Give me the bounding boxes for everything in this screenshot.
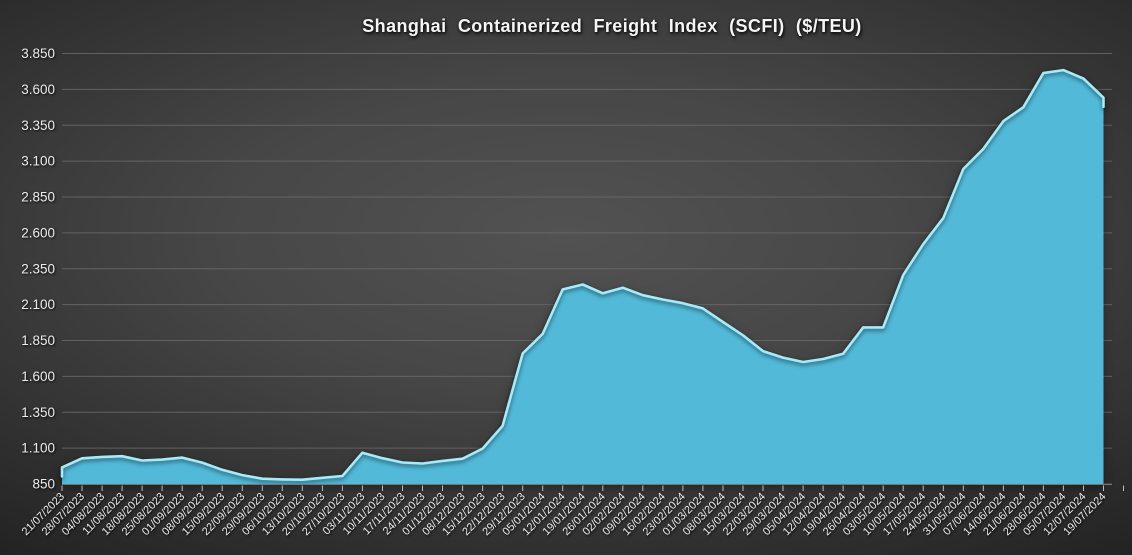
y-axis-label: 1.350 bbox=[21, 405, 55, 420]
area-edge-highlight bbox=[60, 68, 1105, 482]
x-axis-labels: 21/07/202328/07/202304/08/202311/08/2023… bbox=[20, 491, 1109, 538]
area-fill bbox=[62, 70, 1104, 484]
y-axis-label: 2.350 bbox=[21, 261, 55, 276]
y-axis-label: 850 bbox=[32, 477, 55, 492]
y-axis-label: 2.600 bbox=[21, 225, 55, 240]
y-axis-label: 2.100 bbox=[21, 297, 55, 312]
y-axis-label: 3.850 bbox=[21, 46, 55, 61]
x-axis-ticks bbox=[61, 485, 1124, 491]
y-axis-label: 1.850 bbox=[21, 333, 55, 348]
chart-title: Shanghai Containerized Freight Index (SC… bbox=[362, 16, 862, 36]
y-axis-label: 3.350 bbox=[21, 118, 55, 133]
y-axis-label: 3.100 bbox=[21, 154, 55, 169]
y-axis-label: 1.600 bbox=[21, 369, 55, 384]
area-series bbox=[60, 68, 1105, 484]
y-axis-labels: 850 1.100 1.350 1.600 1.850 2.100 2.350 2.600 2.… bbox=[21, 46, 55, 492]
y-axis-label: 1.100 bbox=[21, 441, 55, 456]
y-axis-label: 2.850 bbox=[21, 190, 55, 205]
y-axis-label: 3.600 bbox=[21, 82, 55, 97]
